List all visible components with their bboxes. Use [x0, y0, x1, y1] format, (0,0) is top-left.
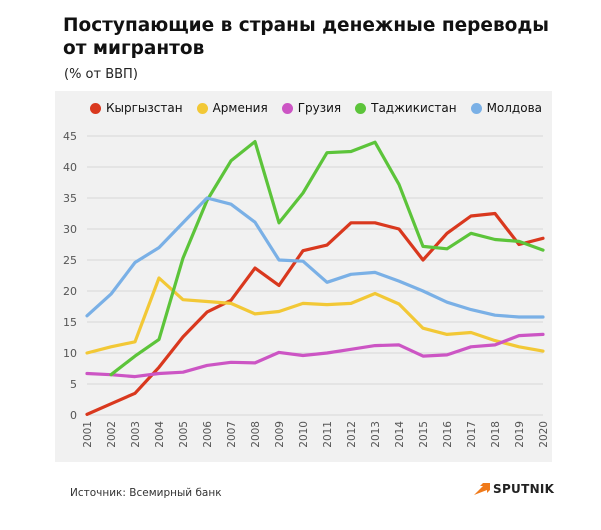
x-tick-label: 2012	[346, 421, 358, 448]
series-line	[85, 211, 545, 416]
x-tick-label: 2008	[250, 421, 262, 448]
y-tick-label: 15	[63, 316, 77, 329]
legend-label: Кыргызстан	[106, 101, 183, 115]
x-tick-label: 2017	[466, 421, 478, 448]
x-tick-label: 2004	[154, 421, 166, 448]
y-tick-label: 0	[70, 409, 77, 422]
legend-marker	[90, 102, 101, 114]
x-tick-label: 2015	[418, 421, 430, 448]
y-tick-label: 45	[63, 130, 77, 143]
x-tick-label: 2009	[274, 421, 286, 448]
x-tick-label: 2013	[370, 421, 382, 448]
series-line	[109, 140, 545, 377]
y-tick-label: 25	[63, 254, 77, 267]
y-tick-label: 30	[63, 223, 77, 236]
legend-item-georgia: Грузия	[281, 101, 342, 115]
x-tick-label: 2014	[394, 421, 406, 448]
y-tick-label: 35	[63, 192, 77, 205]
y-tick-label: 40	[63, 161, 77, 174]
x-tick-label: 2007	[226, 421, 238, 448]
legend-label: Армения	[212, 101, 268, 115]
chart-legend: Кыргызстан Армения Грузия Таджикистан Мо…	[90, 97, 542, 119]
x-tick-label: 2003	[130, 421, 142, 448]
series-line	[85, 196, 545, 319]
series-line	[85, 276, 545, 355]
sputnik-arrow-icon	[474, 483, 490, 495]
x-tick-label: 2002	[106, 421, 118, 448]
x-tick-label: 2010	[298, 421, 310, 448]
y-tick-label: 10	[63, 347, 77, 360]
legend-marker	[355, 102, 367, 114]
x-tick-label: 2018	[490, 421, 502, 448]
legend-item-kyrgyzstan: Кыргызстан	[90, 101, 183, 115]
legend-marker	[196, 102, 208, 114]
legend-label: Грузия	[297, 101, 342, 115]
chart-panel	[55, 91, 552, 462]
legend-label: Таджикистан	[371, 101, 457, 115]
x-tick-label: 2019	[514, 421, 526, 448]
legend-marker	[281, 102, 293, 114]
legend-label: Молдова	[486, 101, 542, 115]
brand-logo: SPUTNIK	[474, 482, 554, 496]
x-tick-label: 2020	[538, 421, 550, 448]
legend-item-armenia: Армения	[196, 101, 268, 115]
x-tick-label: 2001	[82, 421, 94, 448]
chart-subtitle: (% от ВВП)	[64, 67, 138, 82]
source-note: Источник: Всемирный банк	[70, 487, 222, 499]
legend-item-moldova: Молдова	[470, 101, 542, 115]
x-tick-label: 2011	[322, 421, 334, 448]
x-tick-label: 2006	[202, 421, 214, 448]
legend-marker	[470, 102, 482, 114]
y-tick-label: 5	[70, 378, 77, 391]
legend-item-tajikistan: Таджикистан	[355, 101, 457, 115]
series-line	[85, 332, 545, 379]
y-tick-label: 20	[63, 285, 77, 298]
chart-title: Поступающие в страны денежные переводы о…	[63, 15, 550, 59]
x-tick-label: 2016	[442, 421, 454, 448]
brand-name: SPUTNIK	[493, 482, 555, 496]
x-tick-label: 2005	[178, 421, 190, 448]
